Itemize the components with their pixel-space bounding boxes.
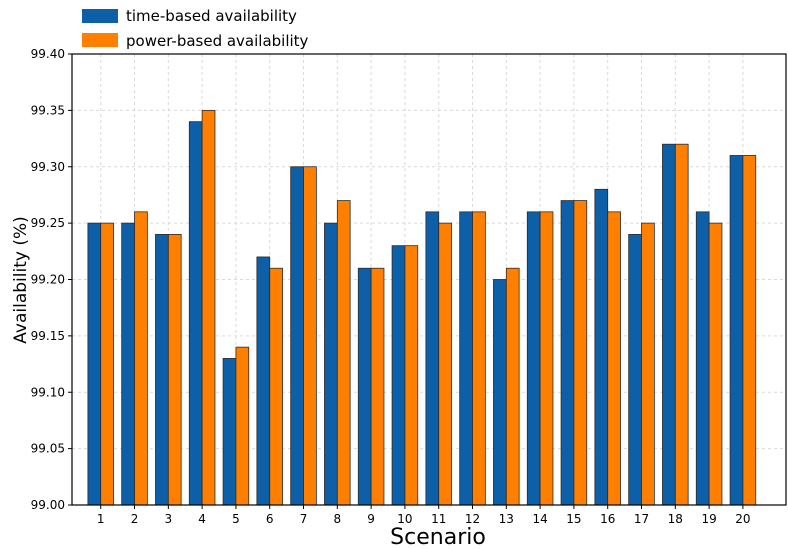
legend: time-based availability power-based avai… bbox=[82, 7, 309, 50]
bar-power-based-15 bbox=[573, 200, 588, 506]
bar-power-based-2 bbox=[134, 211, 148, 506]
bar-power-based-13 bbox=[505, 267, 520, 506]
x-tick-label: 2 bbox=[131, 512, 139, 526]
bar-power-based-18 bbox=[674, 143, 689, 506]
bar-time-based-13 bbox=[493, 279, 507, 506]
x-tick-label: 4 bbox=[198, 512, 206, 526]
bar-time-based-15 bbox=[560, 200, 575, 506]
x-tick-label: 18 bbox=[668, 512, 683, 526]
bar-power-based-11 bbox=[438, 222, 452, 506]
bar-power-based-4 bbox=[201, 109, 216, 506]
bar-time-based-14 bbox=[526, 211, 541, 506]
x-tick-label: 7 bbox=[300, 512, 308, 526]
y-tick-label: 99.00 bbox=[31, 498, 65, 512]
bar-time-based-2 bbox=[121, 222, 135, 506]
bar-power-based-12 bbox=[472, 211, 486, 506]
x-tick-label: 10 bbox=[397, 512, 412, 526]
bar-time-based-4 bbox=[188, 121, 203, 506]
x-tick-label: 6 bbox=[266, 512, 274, 526]
bar-power-based-1 bbox=[100, 222, 114, 506]
x-tick-label: 3 bbox=[165, 512, 173, 526]
legend-label-power-based: power-based availability bbox=[126, 32, 309, 50]
y-tick-label: 99.25 bbox=[31, 216, 65, 230]
bar-power-based-10 bbox=[404, 245, 419, 506]
y-tick-label: 99.40 bbox=[31, 47, 65, 61]
bar-time-based-20 bbox=[729, 155, 744, 506]
x-tick-label: 9 bbox=[367, 512, 375, 526]
bar-time-based-5 bbox=[222, 358, 237, 506]
bar-power-based-17 bbox=[641, 222, 655, 506]
bar-power-based-20 bbox=[742, 155, 757, 506]
bar-power-based-14 bbox=[539, 211, 554, 506]
bars-layer bbox=[87, 109, 757, 506]
y-tick-label: 99.20 bbox=[31, 273, 65, 287]
bar-time-based-1 bbox=[87, 222, 102, 506]
x-tick-label: 20 bbox=[735, 512, 750, 526]
bar-time-based-19 bbox=[695, 211, 710, 506]
x-tick-label: 15 bbox=[566, 512, 581, 526]
bar-power-based-9 bbox=[370, 267, 385, 506]
bar-time-based-8 bbox=[324, 222, 338, 506]
bar-power-based-19 bbox=[708, 222, 723, 506]
bar-time-based-16 bbox=[594, 188, 609, 506]
y-axis-label: Availability (%) bbox=[11, 216, 31, 343]
bar-time-based-12 bbox=[459, 211, 473, 506]
x-tick-label: 11 bbox=[431, 512, 446, 526]
legend-swatch-power-based bbox=[82, 33, 118, 47]
bar-time-based-9 bbox=[357, 267, 372, 506]
bar-power-based-16 bbox=[607, 211, 621, 506]
bar-power-based-5 bbox=[235, 346, 250, 506]
y-tick-label: 99.30 bbox=[31, 160, 65, 174]
bar-time-based-11 bbox=[425, 211, 440, 506]
bar-power-based-7 bbox=[303, 166, 317, 506]
y-tick-label: 99.10 bbox=[31, 385, 65, 399]
x-tick-label: 1 bbox=[97, 512, 105, 526]
x-tick-label: 12 bbox=[465, 512, 480, 526]
y-tick-label: 99.15 bbox=[31, 329, 65, 343]
x-tick-label: 16 bbox=[600, 512, 615, 526]
bar-power-based-3 bbox=[167, 233, 182, 506]
legend-swatch-time-based bbox=[82, 9, 118, 23]
bar-power-based-6 bbox=[269, 267, 283, 506]
x-tick-label: 8 bbox=[334, 512, 342, 526]
bar-time-based-10 bbox=[391, 245, 406, 506]
bar-power-based-8 bbox=[336, 200, 351, 506]
bar-time-based-18 bbox=[662, 143, 676, 506]
x-tick-label: 14 bbox=[532, 512, 547, 526]
y-tick-label: 99.35 bbox=[31, 103, 65, 117]
x-tick-label: 17 bbox=[634, 512, 649, 526]
x-axis-label: Scenario bbox=[390, 525, 486, 549]
bar-time-based-7 bbox=[290, 166, 304, 506]
bar-time-based-17 bbox=[628, 233, 642, 506]
x-tick-label: 13 bbox=[499, 512, 514, 526]
bar-time-based-6 bbox=[256, 256, 271, 506]
bar-time-based-3 bbox=[155, 233, 169, 506]
legend-label-time-based: time-based availability bbox=[126, 7, 297, 25]
y-tick-label: 99.05 bbox=[31, 442, 65, 456]
x-tick-label: 5 bbox=[232, 512, 240, 526]
x-tick-label: 19 bbox=[701, 512, 716, 526]
ticks-layer: 99.00 99.05 99.10 99.15 99.20 99.25 99.30 99.35… bbox=[31, 47, 751, 526]
